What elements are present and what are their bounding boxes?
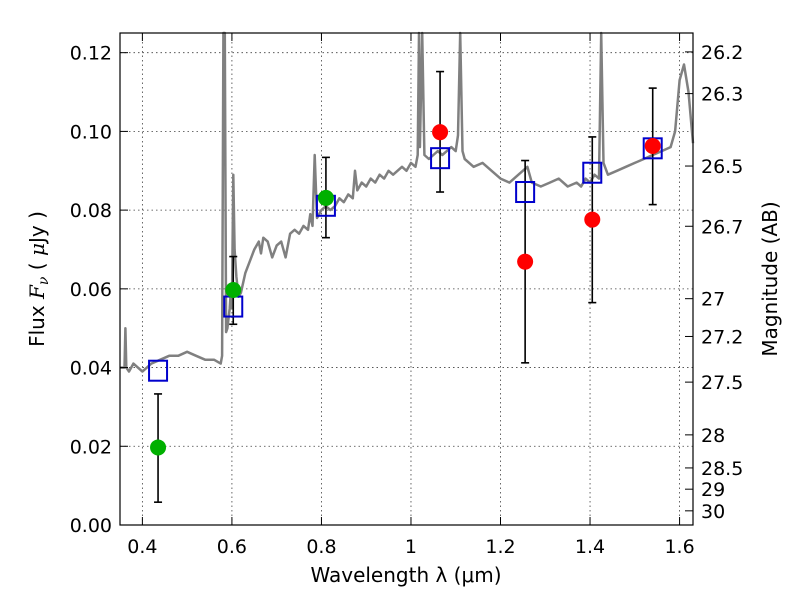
red-data-point	[517, 253, 534, 270]
y-tick-label: 0.02	[70, 436, 112, 458]
right-axis-title: Magnitude (AB)	[758, 201, 782, 356]
magnitude-tick-label: 27	[701, 289, 725, 311]
y-tick-label: 0.08	[70, 200, 112, 222]
y-tick-label: 0.12	[70, 43, 112, 65]
red-data-point	[644, 137, 661, 154]
x-tick-label: 0.6	[217, 536, 247, 558]
magnitude-tick-label: 27.5	[701, 372, 743, 394]
magnitude-tick-label: 29	[701, 479, 725, 501]
y-tick-label: 0.10	[70, 121, 112, 143]
x-tick-label: 0.8	[306, 536, 336, 558]
red-data-point	[432, 124, 449, 141]
observed-points	[150, 124, 661, 456]
axis-ticks: 0.4 0.6 0.8 1 1.2 1.4 1.6 0.00 0.02 0.04 0.06 0.08 0…	[70, 33, 743, 558]
model-photometry-square	[430, 147, 451, 170]
green-data-point	[225, 282, 242, 299]
model-photometry-square	[515, 181, 536, 204]
magnitude-tick-label: 26.7	[701, 216, 743, 238]
y-tick-label: 0.00	[70, 515, 112, 537]
magnitude-tick-label: 26.2	[701, 42, 743, 64]
x-tick-label: 1.2	[485, 536, 515, 558]
model-photometry-square	[148, 359, 169, 382]
magnitude-tick-label: 28	[701, 425, 725, 447]
green-data-point	[317, 189, 334, 206]
y-tick-label: 0.06	[70, 279, 112, 301]
green-data-point	[150, 439, 167, 456]
y-tick-label: 0.04	[70, 358, 112, 380]
spectrum-layer	[120, 31, 695, 373]
magnitude-tick-label: 30	[701, 501, 725, 523]
model-points	[148, 137, 663, 382]
magnitude-tick-label: 27.2	[701, 326, 743, 348]
y-axis-title: Flux Fν ( μJy )	[25, 211, 52, 347]
plot-frame	[119, 32, 694, 526]
red-data-point	[584, 211, 601, 228]
model-photometry-square	[582, 161, 603, 184]
grid	[120, 33, 693, 525]
magnitude-tick-label: 26.3	[701, 84, 743, 106]
x-tick-label: 1.4	[575, 536, 605, 558]
magnitude-tick-label: 28.5	[701, 458, 743, 480]
x-tick-label: 1.6	[664, 536, 694, 558]
x-tick-label: 0.4	[127, 536, 157, 558]
model-spectrum-line	[120, 31, 695, 373]
x-tick-label: 1	[405, 536, 417, 558]
x-axis-title: Wavelength λ (μm)	[310, 563, 501, 587]
magnitude-tick-label: 26.5	[701, 156, 743, 178]
